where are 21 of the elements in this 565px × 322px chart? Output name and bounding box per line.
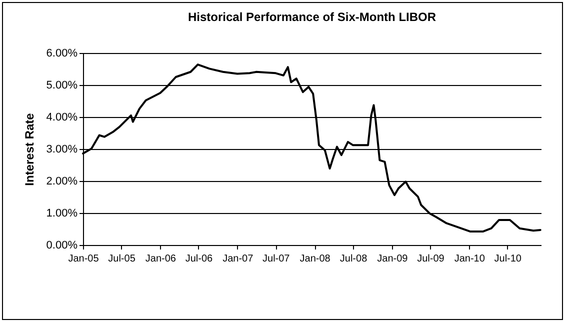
y-tick-label: 6.00% — [46, 48, 78, 60]
x-tick-label: Jul-06 — [185, 254, 213, 264]
y-tick-label: 5.00% — [46, 80, 78, 92]
y-axis-title: Interest Rate — [22, 112, 36, 186]
x-tick-label: Jul-08 — [340, 254, 368, 264]
x-tick-label: Jan-07 — [222, 254, 254, 264]
x-tick-label: Jul-10 — [494, 254, 522, 264]
y-tick-label: 3.00% — [46, 144, 78, 156]
x-tick-label: Jan-09 — [377, 254, 408, 264]
x-tick-label: Jul-09 — [417, 254, 445, 264]
chart-title: Historical Performance of Six-Month LIBOR — [188, 10, 436, 24]
x-tick-label: Jan-08 — [300, 254, 331, 264]
y-tick-label: 2.00% — [46, 176, 78, 188]
y-tick-label: 1.00% — [46, 208, 78, 220]
x-tick-label: Jul-05 — [108, 254, 136, 264]
y-tick-label: 4.00% — [46, 112, 78, 124]
x-tick-label: Jan-05 — [68, 254, 100, 264]
x-tick-label: Jan-10 — [454, 254, 486, 264]
x-tick-label: Jul-07 — [262, 254, 290, 264]
y-tick-label: 0.00% — [46, 240, 78, 252]
x-tick-label: Jan-06 — [145, 254, 176, 264]
